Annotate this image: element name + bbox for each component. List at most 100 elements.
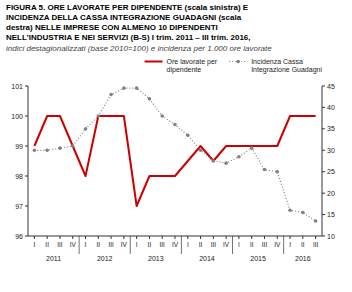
x-tick (213, 236, 214, 239)
y-tick-label: 99 (15, 143, 23, 150)
legend-item: Incidenza CassaIntegrazione Guadagni (229, 58, 322, 74)
year-label: 2016 (295, 255, 311, 262)
x-tick (200, 236, 201, 239)
series-marker (160, 114, 164, 118)
y-tick (25, 176, 28, 177)
text-line: Incidenza Cassa (251, 58, 303, 65)
x-tick (47, 236, 48, 239)
x-tick-label: II (45, 241, 49, 248)
y2-tick-label: 10 (327, 233, 335, 240)
y-tick-label: 97 (15, 203, 23, 210)
x-tick-label: IV (274, 241, 281, 248)
x-tick-label: II (301, 241, 305, 248)
y2-tick (322, 107, 325, 108)
text-line: indici destagionalizzati (base 2010=100)… (6, 44, 272, 53)
x-tick-label: III (57, 241, 63, 248)
year-label: 2013 (148, 255, 164, 262)
y2-tick (322, 214, 325, 215)
x-tick (149, 236, 150, 239)
y-tick (25, 146, 28, 147)
series-marker (122, 86, 126, 90)
y2-tick-label: 20 (327, 190, 335, 197)
series-marker (33, 148, 37, 152)
y2-tick (322, 193, 325, 194)
title: FIGURA 5. ORE LAVORATE PER DIPENDENTE (s… (6, 3, 251, 42)
series-marker (224, 161, 228, 165)
year-separator (181, 236, 182, 254)
x-tick (264, 236, 265, 239)
x-tick (251, 236, 252, 239)
x-tick-label: I (238, 241, 240, 248)
x-tick (59, 236, 60, 239)
x-tick (111, 236, 112, 239)
y2-tick (322, 128, 325, 129)
series-marker (314, 219, 318, 223)
series-marker (288, 208, 292, 212)
y2-tick-label: 25 (327, 168, 335, 175)
x-tick (226, 236, 227, 239)
series-marker (186, 133, 190, 137)
y-tick-label: 96 (15, 233, 23, 240)
year-label: 2015 (250, 255, 266, 262)
x-tick-label: II (250, 241, 254, 248)
series-marker (58, 146, 62, 150)
series-marker (263, 168, 267, 172)
legend-marker (236, 60, 240, 64)
y-tick-label: 101 (11, 83, 23, 90)
year-label: 2011 (46, 255, 61, 262)
x-tick (34, 236, 35, 239)
y2-axis-line (322, 86, 323, 236)
x-tick (123, 236, 124, 239)
text-line: dipendente (167, 66, 202, 74)
text-line: destra) NELLE IMPRESE CON ALMENO 10 DIPE… (6, 23, 218, 32)
series-marker (212, 159, 216, 163)
series-marker (135, 86, 139, 90)
x-tick (187, 236, 188, 239)
x-tick (85, 236, 86, 239)
y2-tick-label: 15 (327, 211, 335, 218)
text-line: FIGURA 5. ORE LAVORATE PER DIPENDENTE (s… (6, 3, 249, 12)
year-label: 2012 (97, 255, 113, 262)
legend-swatch (145, 61, 163, 63)
x-tick-label: III (160, 241, 166, 248)
chart: FIGURA 5. ORE LAVORATE PER DIPENDENTE (s… (0, 0, 352, 292)
x-tick-label: IV (70, 241, 77, 248)
series-marker (148, 97, 152, 101)
x-tick (98, 236, 99, 239)
series-marker (237, 155, 241, 159)
legend: Ore lavorate perdipendente Incidenza Cass… (145, 58, 323, 74)
x-tick-label: I (85, 241, 87, 248)
x-tick (175, 236, 176, 239)
series-marker (97, 114, 101, 118)
x-tick-label: IV (172, 241, 179, 248)
y2-tick-label: 45 (327, 83, 335, 90)
year-separator (232, 236, 233, 254)
series-marker (109, 93, 113, 97)
year-separator (79, 236, 80, 254)
year-label: 2014 (199, 255, 215, 262)
x-tick-label: I (136, 241, 138, 248)
series-marker (71, 144, 75, 148)
text-line: NELL’INDUSTRIA E NEI SERVIZI (B-S) I tri… (6, 33, 251, 42)
y-tick (25, 86, 28, 87)
x-tick (277, 236, 278, 239)
plot-area (33, 86, 318, 222)
text-line: INCIDENZA DELLA CASSA INTEGRAZIONE GUADA… (6, 13, 242, 22)
legend-item: Ore lavorate perdipendente (145, 58, 218, 74)
y-tick (25, 236, 28, 237)
y-tick (25, 206, 28, 207)
y2-tick-label: 40 (327, 104, 335, 111)
x-tick (315, 236, 316, 239)
text-line: Ore lavorate per (167, 58, 218, 66)
y2-tick-label: 30 (327, 147, 335, 154)
legend-label: Incidenza CassaIntegrazione Guadagni (251, 58, 322, 74)
x-tick-label: III (313, 241, 319, 248)
x-tick-label: II (148, 241, 152, 248)
y2-tick-label: 35 (327, 125, 335, 132)
x-tick (136, 236, 137, 239)
year-separator (283, 236, 284, 254)
series-marker (173, 123, 177, 127)
x-tick-label: II (96, 241, 100, 248)
y-tick-label: 100 (11, 113, 23, 120)
x-tick-label: II (199, 241, 203, 248)
